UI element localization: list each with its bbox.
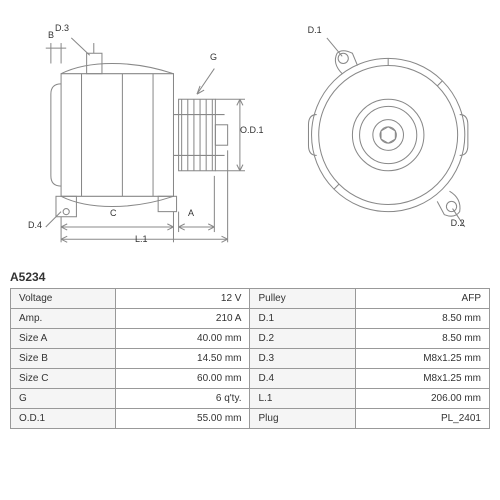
spec-label: O.D.1 — [11, 409, 116, 429]
table-row: O.D.1 55.00 mm Plug PL_2401 — [11, 409, 490, 429]
table-row: Size A 40.00 mm D.2 8.50 mm — [11, 329, 490, 349]
table-row: Size B 14.50 mm D.3 M8x1.25 mm — [11, 349, 490, 369]
spec-label: Pulley — [250, 289, 355, 309]
table-row: Amp. 210 A D.1 8.50 mm — [11, 309, 490, 329]
part-number: A5234 — [10, 270, 490, 284]
spec-label: D.3 — [250, 349, 355, 369]
spec-label: G — [11, 389, 116, 409]
spec-value: 12 V — [116, 289, 250, 309]
spec-value: 6 q'ty. — [116, 389, 250, 409]
label-b: B — [48, 30, 54, 40]
label-g: G — [210, 52, 217, 62]
table-row: Size C 60.00 mm D.4 M8x1.25 mm — [11, 369, 490, 389]
spec-value: 60.00 mm — [116, 369, 250, 389]
table-row: Voltage 12 V Pulley AFP — [11, 289, 490, 309]
spec-value: 14.50 mm — [116, 349, 250, 369]
spec-label: Amp. — [11, 309, 116, 329]
spec-table-body: Voltage 12 V Pulley AFP Amp. 210 A D.1 8… — [11, 289, 490, 429]
spec-label: Plug — [250, 409, 355, 429]
spec-label: D.4 — [250, 369, 355, 389]
label-c: C — [110, 208, 117, 218]
spec-label: Size B — [11, 349, 116, 369]
spec-value: 8.50 mm — [355, 309, 489, 329]
label-d2: D.2 — [451, 218, 465, 228]
spec-value: AFP — [355, 289, 489, 309]
spec-label: L.1 — [250, 389, 355, 409]
label-d4: D.4 — [28, 220, 42, 230]
label-l1: L.1 — [135, 234, 148, 244]
spec-label: D.2 — [250, 329, 355, 349]
label-d1: D.1 — [308, 25, 322, 35]
spec-table: Voltage 12 V Pulley AFP Amp. 210 A D.1 8… — [10, 288, 490, 429]
spec-label: Size C — [11, 369, 116, 389]
spec-label: Size A — [11, 329, 116, 349]
front-view-diagram: D.1 D.2 — [286, 10, 490, 260]
spec-value: 8.50 mm — [355, 329, 489, 349]
spec-value: 55.00 mm — [116, 409, 250, 429]
spec-value: M8x1.25 mm — [355, 369, 489, 389]
label-d3: D.3 — [55, 23, 69, 33]
spec-value: 40.00 mm — [116, 329, 250, 349]
side-view-svg — [10, 10, 276, 260]
spec-value: 210 A — [116, 309, 250, 329]
label-od1: O.D.1 — [240, 125, 264, 135]
spec-value: M8x1.25 mm — [355, 349, 489, 369]
table-row: G 6 q'ty. L.1 206.00 mm — [11, 389, 490, 409]
spec-label: Voltage — [11, 289, 116, 309]
spec-value: 206.00 mm — [355, 389, 489, 409]
spec-value: PL_2401 — [355, 409, 489, 429]
side-view-diagram: D.3 G B D.4 C A L.1 O.D.1 — [10, 10, 276, 260]
diagrams-row: D.3 G B D.4 C A L.1 O.D.1 — [10, 10, 490, 260]
spec-label: D.1 — [250, 309, 355, 329]
label-a: A — [188, 208, 194, 218]
